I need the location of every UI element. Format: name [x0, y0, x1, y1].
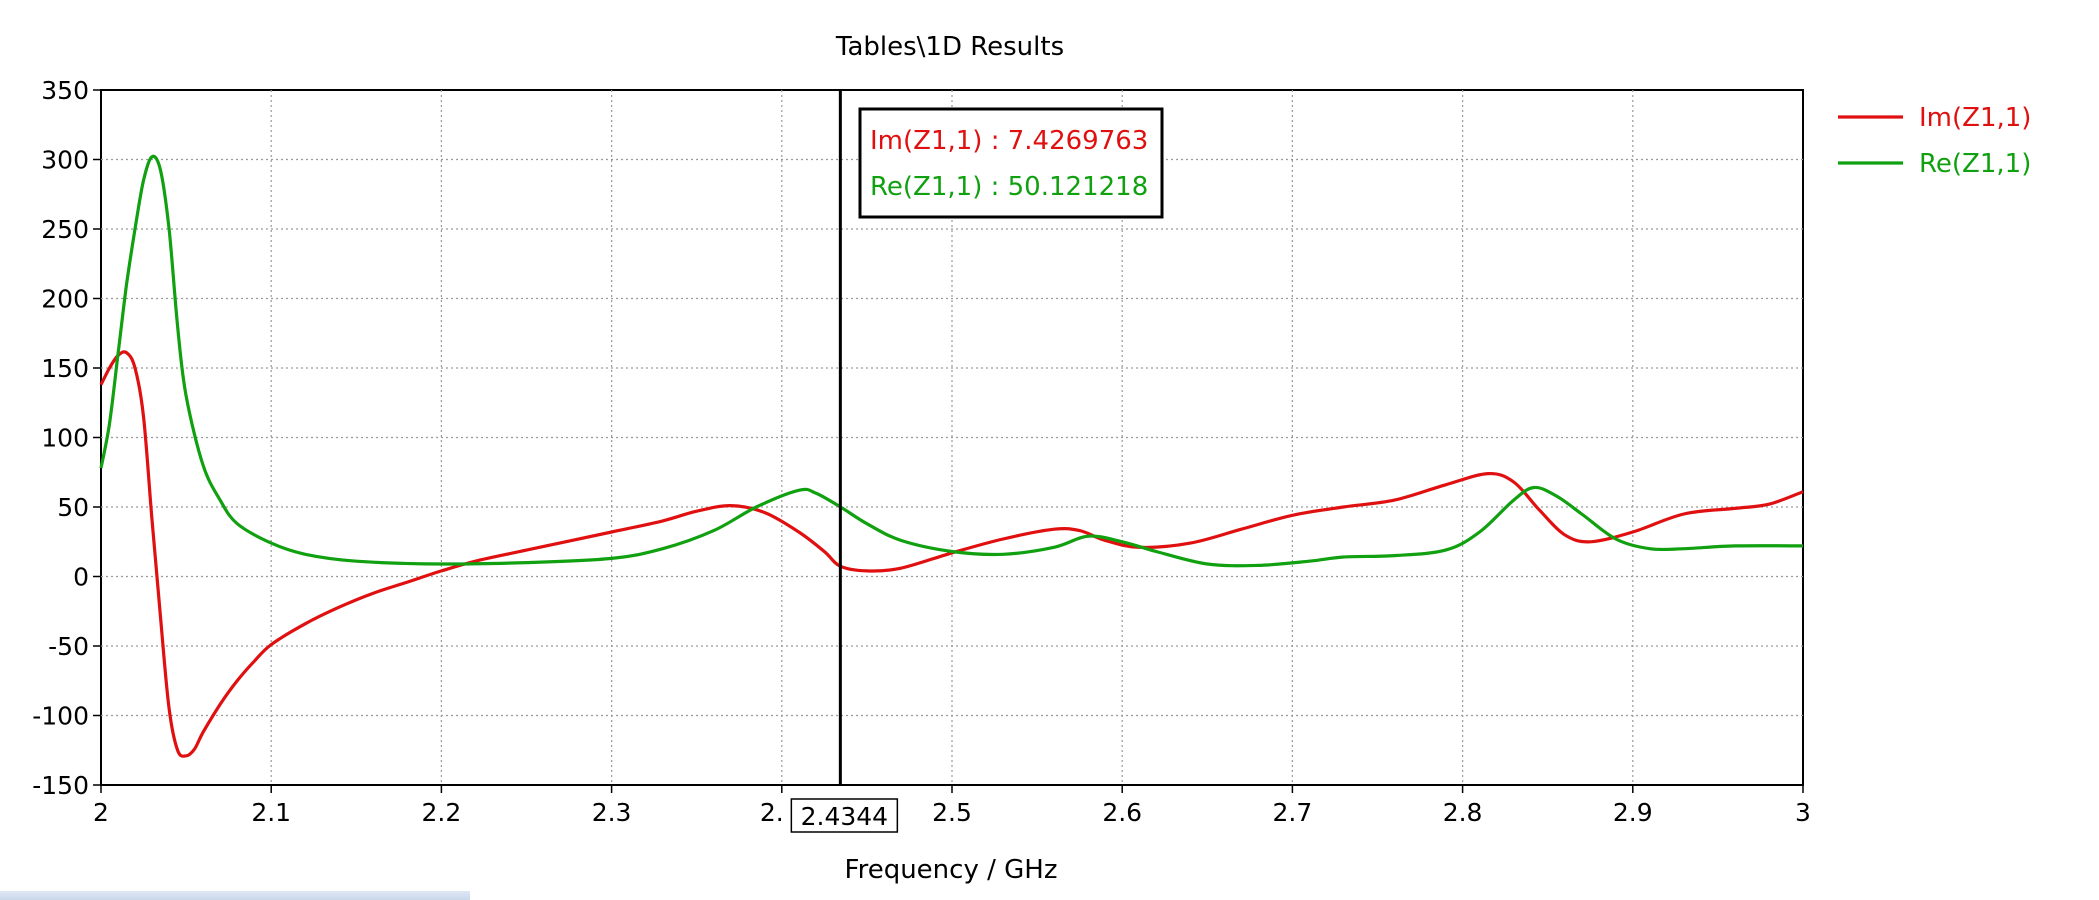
legend: Im(Z1,1) Re(Z1,1) [1838, 103, 2031, 179]
y-tick-label: 0 [73, 563, 89, 592]
y-tick-label: 50 [57, 493, 89, 522]
series-layer [99, 154, 1804, 758]
x-tick-label: 2.8 [1443, 798, 1483, 827]
x-axis: 2 2.1 2.2 2.3 2. 2.5 2.6 2.7 2.8 2.9 3 [93, 785, 1811, 827]
x-tick-label: 2.1 [251, 798, 291, 827]
y-tick-label: 150 [41, 354, 89, 383]
y-tick-label: -50 [48, 632, 89, 661]
y-tick-label: -100 [32, 702, 89, 731]
series-line-im [99, 350, 1804, 758]
y-tick-label: -150 [32, 771, 89, 800]
x-tick-label: 3 [1795, 798, 1811, 827]
legend-label-im: Im(Z1,1) [1919, 103, 2031, 133]
y-tick-label: 100 [41, 424, 89, 453]
y-axis: 350 300 250 200 150 100 50 0 -50 -100 -150 [32, 76, 101, 800]
marker-readout-im: Im(Z1,1) : 7.4269763 [870, 126, 1148, 156]
x-tick-label: 2.3 [592, 798, 632, 827]
marker-x-box [790, 798, 899, 833]
legend-label-re: Re(Z1,1) [1919, 149, 2031, 179]
marker-readout-box [858, 107, 1164, 219]
y-tick-label: 200 [41, 285, 89, 314]
y-tick-label: 300 [41, 146, 89, 175]
x-tick-label: 2.6 [1102, 798, 1142, 827]
x-tick-label: 2.5 [932, 798, 972, 827]
x-tick-label: 2.2 [422, 798, 462, 827]
x-tick-label: 2 [93, 798, 109, 827]
x-tick-label: 2.9 [1613, 798, 1653, 827]
y-tick-label: 250 [41, 215, 89, 244]
chart-title: Tables\1D Results [835, 32, 1064, 62]
x-tick-label: 2. [760, 798, 784, 827]
status-strip [0, 891, 470, 900]
marker-layer[interactable]: 2.4344 Im(Z1,1) : 7.4269763 Re(Z1,1) : 50.… [790, 90, 1164, 833]
y-tick-label: 350 [41, 76, 89, 105]
x-axis-label: Frequency / GHz [845, 855, 1058, 885]
marker-readout-re: Re(Z1,1) : 50.121218 [870, 172, 1148, 202]
marker-x-label: 2.4344 [801, 802, 888, 831]
series-line-re [99, 154, 1804, 568]
x-tick-label: 2.7 [1273, 798, 1313, 827]
